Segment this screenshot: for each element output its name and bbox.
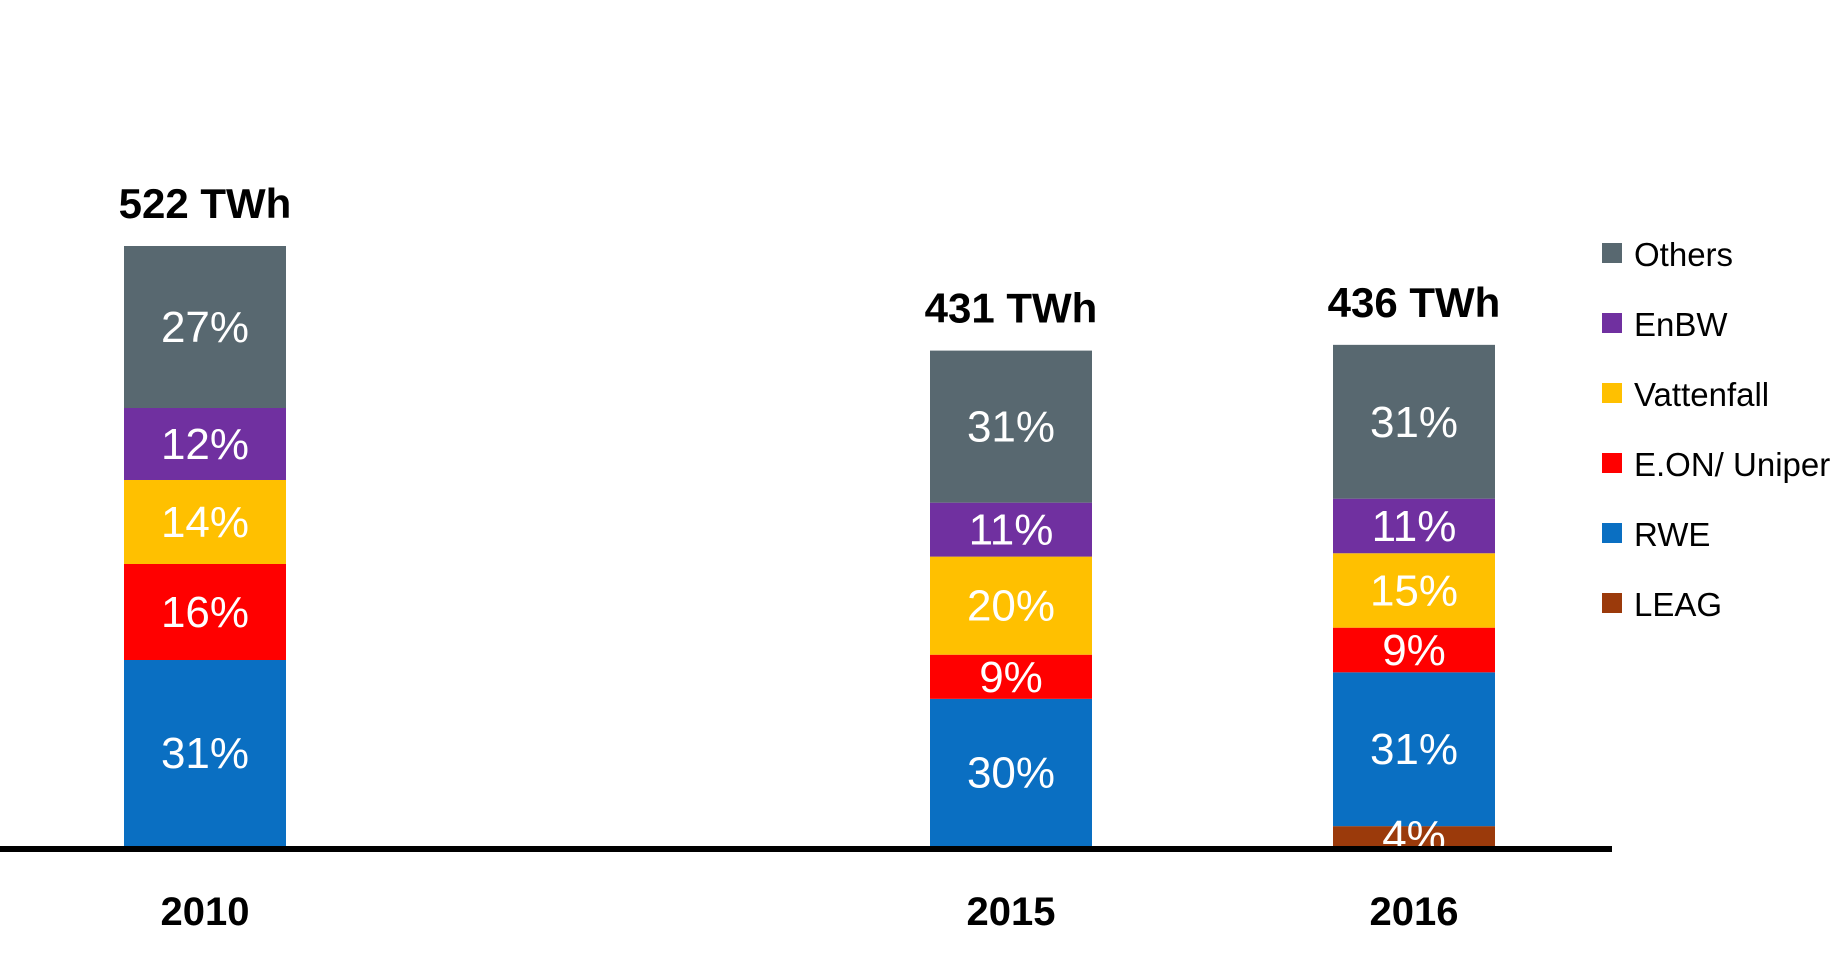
total-label-2015: 431 TWh: [925, 285, 1098, 332]
category-label-2010: 2010: [161, 890, 250, 934]
bar-segment-rwe-2016: [1333, 672, 1495, 827]
data-label-rwe-2015: 30%: [967, 748, 1055, 797]
legend: Others EnBW Vattenfall E.ON/ Uniper RWE LEAG: [1602, 236, 1830, 623]
legend-item-vattenfall: Vattenfall: [1602, 376, 1769, 413]
legend-label-enbw: EnBW: [1634, 306, 1728, 343]
bar-segment-vattenfall-2010: [124, 480, 286, 564]
bar-segment-vattenfall-2015: [930, 556, 1092, 655]
legend-swatch-e-on-uniper: [1602, 453, 1622, 473]
data-label-vattenfall-2015: 20%: [967, 582, 1055, 631]
data-label-enbw-2015: 11%: [969, 506, 1054, 555]
total-label-2016: 436 TWh: [1328, 279, 1501, 326]
data-label-leag-2016: 4%: [1382, 812, 1446, 861]
data-label-enbw-2010: 12%: [161, 420, 249, 469]
data-label-e-on-uniper-2010: 16%: [161, 588, 249, 637]
legend-item-rwe: RWE: [1602, 516, 1710, 553]
legend-label-leag: LEAG: [1634, 586, 1722, 623]
data-label-rwe-2016: 31%: [1370, 725, 1458, 774]
bar-segment-e-on-uniper-2015: [930, 654, 1092, 699]
bar-segment-vattenfall-2016: [1333, 553, 1495, 628]
bars-layer: [124, 246, 1495, 846]
legend-label-e-on-uniper: E.ON/ Uniper: [1634, 446, 1830, 483]
bar-segment-rwe-2015: [930, 698, 1092, 846]
data-label-rwe-2010: 31%: [161, 729, 249, 778]
bar-segment-leag-2016: [1333, 826, 1495, 846]
legend-label-others: Others: [1634, 236, 1733, 273]
data-label-vattenfall-2010: 14%: [161, 498, 249, 547]
data-label-e-on-uniper-2016: 9%: [1382, 626, 1446, 675]
data-label-enbw-2016: 11%: [1372, 502, 1457, 551]
legend-label-rwe: RWE: [1634, 516, 1710, 553]
legend-item-leag: LEAG: [1602, 586, 1722, 623]
bar-segment-enbw-2010: [124, 408, 286, 480]
labels-layer: 31% 16% 14% 12% 27% 522 TWh 30% 9% 20% 11% 31% 431 …: [119, 180, 1501, 861]
data-label-vattenfall-2016: 15%: [1370, 566, 1458, 615]
bar-segment-e-on-uniper-2010: [124, 564, 286, 660]
data-label-others-2015: 31%: [967, 403, 1055, 452]
legend-swatch-others: [1602, 243, 1622, 263]
bar-segment-e-on-uniper-2016: [1333, 627, 1495, 673]
legend-item-enbw: EnBW: [1602, 306, 1728, 343]
bar-segment-others-2015: [930, 350, 1092, 503]
legend-swatch-enbw: [1602, 313, 1622, 333]
category-label-2015: 2015: [967, 890, 1056, 934]
legend-item-others: Others: [1602, 236, 1733, 273]
legend-swatch-vattenfall: [1602, 383, 1622, 403]
bar-segment-enbw-2016: [1333, 498, 1495, 554]
bar-segment-rwe-2010: [124, 660, 286, 846]
data-label-e-on-uniper-2015: 9%: [979, 653, 1043, 702]
legend-swatch-rwe: [1602, 523, 1622, 543]
bar-segment-others-2010: [124, 246, 286, 408]
category-label-2016: 2016: [1370, 890, 1459, 934]
legend-item-e-on-uniper: E.ON/ Uniper: [1602, 446, 1830, 483]
total-label-2010: 522 TWh: [119, 180, 292, 227]
data-label-others-2016: 31%: [1370, 398, 1458, 447]
legend-swatch-leag: [1602, 593, 1622, 613]
legend-label-vattenfall: Vattenfall: [1634, 376, 1769, 413]
bar-segment-others-2016: [1333, 344, 1495, 499]
category-labels: 2010 2015 2016: [161, 890, 1459, 934]
data-label-others-2010: 27%: [161, 303, 249, 352]
bar-segment-enbw-2015: [930, 502, 1092, 557]
